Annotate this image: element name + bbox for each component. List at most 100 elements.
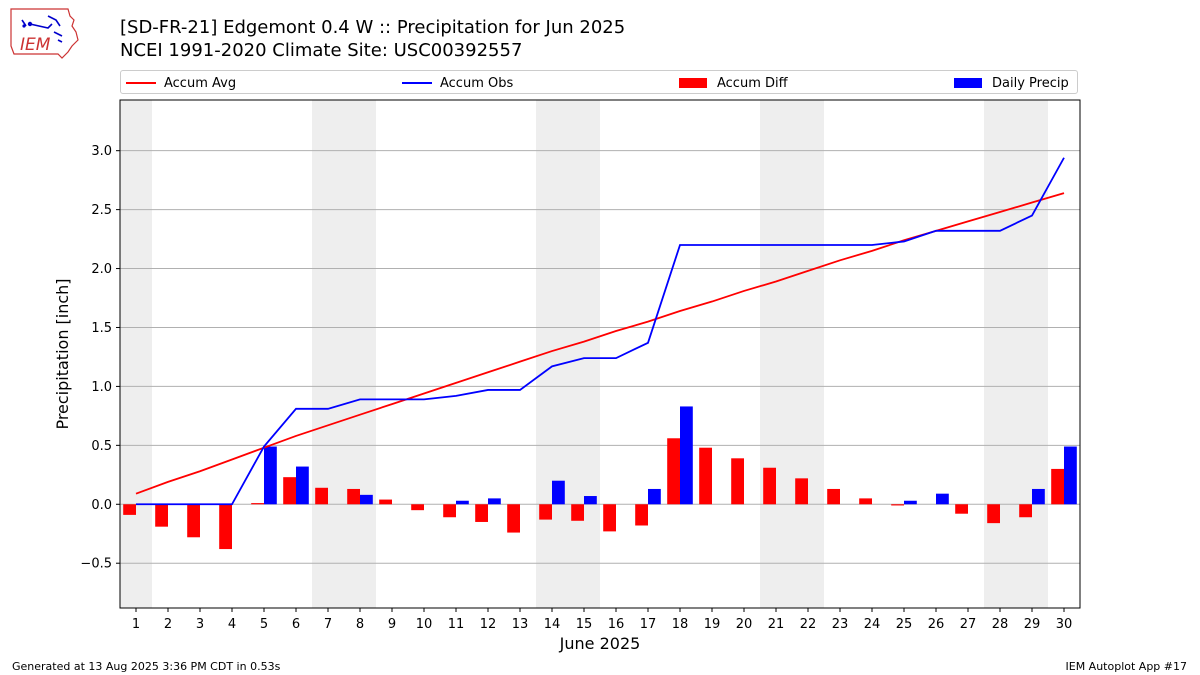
x-tick-label: 4	[228, 617, 236, 632]
accum-diff-bar	[1019, 504, 1032, 518]
x-tick-label: 16	[608, 617, 625, 632]
x-tick-label: 15	[576, 617, 593, 632]
accum-diff-bar	[699, 447, 712, 505]
logo-text: IEM	[20, 35, 51, 55]
x-axis-label: June 2025	[559, 634, 641, 653]
daily-precip-bar	[552, 480, 565, 505]
accum-diff-bar	[443, 504, 456, 518]
x-tick-label: 7	[324, 617, 332, 632]
y-tick-label: 2.5	[91, 203, 112, 218]
accum-avg-line	[135, 192, 1065, 495]
x-tick-label: 2	[164, 617, 172, 632]
daily-precip-bar	[264, 446, 277, 505]
accum-diff-bar	[635, 504, 648, 526]
accum-diff-bar	[123, 504, 136, 515]
accum-diff-bar	[603, 504, 616, 532]
legend-swatch-daily-precip	[954, 78, 982, 88]
daily-precip-bar	[1032, 488, 1045, 505]
legend-label-daily-precip: Daily Precip	[992, 75, 1069, 91]
chart-subtitle: NCEI 1991-2020 Climate Site: USC00392557	[120, 40, 523, 61]
accum-diff-bar	[347, 488, 360, 505]
y-tick-label: 1.0	[91, 380, 112, 395]
y-tick-label: 1.5	[91, 321, 112, 336]
app-credit: IEM Autoplot App #17	[1065, 660, 1188, 673]
legend-item-accum-diff: Accum Diff	[679, 74, 788, 92]
y-tick-label: 0.5	[91, 439, 112, 454]
iem-logo: IEM	[10, 8, 79, 59]
legend-label-accum-avg: Accum Avg	[164, 75, 237, 91]
legend-swatch-accum-diff	[679, 78, 707, 88]
legend-label-accum-obs: Accum Obs	[440, 75, 514, 91]
x-tick-label: 17	[640, 617, 657, 632]
x-tick-label: 14	[544, 617, 561, 632]
accum-diff-bar	[763, 467, 776, 505]
chart-title: [SD-FR-21] Edgemont 0.4 W :: Precipitati…	[120, 17, 626, 38]
daily-precip-bar	[456, 500, 469, 505]
accum-diff-bar	[315, 487, 328, 505]
legend-item-daily-precip: Daily Precip	[954, 74, 1069, 92]
plot-frame	[119, 99, 1081, 609]
y-tick-label: 2.0	[91, 262, 112, 277]
accum-obs-line	[136, 157, 1065, 506]
x-tick-label: 28	[992, 617, 1009, 632]
x-tick-label: 29	[1024, 617, 1041, 632]
weekend-shade-day-8	[344, 100, 376, 608]
legend: Accum Avg Accum Obs Accum Diff Daily Pre…	[120, 70, 1078, 94]
accum-diff-bar	[571, 504, 584, 521]
weekend-shade-day-28	[984, 100, 1016, 608]
daily-precip-bar	[680, 406, 693, 505]
accum-diff-bar	[187, 504, 200, 538]
accum-diff-bar	[219, 504, 232, 550]
x-tick-label: 9	[388, 617, 396, 632]
accum-diff-bar	[155, 504, 168, 527]
x-tick-label: 12	[480, 617, 497, 632]
daily-precip-bar	[296, 466, 309, 505]
y-tick-label: −0.5	[80, 557, 112, 572]
weekend-shade-day-1	[120, 100, 152, 608]
x-tick-label: 22	[800, 617, 817, 632]
legend-swatch-accum-obs	[402, 82, 432, 84]
daily-precip-bar	[584, 496, 597, 505]
daily-precip-bar	[648, 488, 661, 505]
legend-swatch-accum-avg	[126, 82, 156, 84]
weekend-shade-day-29	[1016, 100, 1048, 608]
daily-precip-bar	[936, 493, 949, 505]
accum-diff-bar	[859, 498, 872, 505]
x-tick-label: 1	[132, 617, 140, 632]
x-tick-label: 30	[1056, 617, 1073, 632]
weekend-shade-day-22	[792, 100, 824, 608]
y-tick-label: 3.0	[91, 144, 112, 159]
y-axis-label: Precipitation [inch]	[53, 278, 72, 429]
accum-diff-bar	[507, 504, 520, 533]
x-tick-label: 19	[704, 617, 721, 632]
daily-precip-bar	[360, 494, 373, 505]
x-tick-label: 10	[416, 617, 433, 632]
accum-diff-bar	[283, 477, 296, 505]
daily-precip-bar	[488, 498, 501, 505]
accum-diff-bar	[987, 504, 1000, 524]
x-tick-label: 25	[896, 617, 913, 632]
accum-diff-bar	[891, 504, 904, 506]
accum-diff-bar	[251, 503, 264, 505]
legend-label-accum-diff: Accum Diff	[717, 75, 788, 91]
legend-item-accum-obs: Accum Obs	[402, 74, 513, 92]
x-tick-label: 8	[356, 617, 364, 632]
y-tick-label: 0.0	[91, 498, 112, 513]
daily-precip-bar	[1064, 446, 1077, 505]
accum-diff-bar	[475, 504, 488, 522]
weekend-shade-day-15	[568, 100, 600, 608]
accum-diff-bar	[379, 499, 392, 505]
x-tick-label: 5	[260, 617, 268, 632]
accum-diff-bar	[411, 504, 424, 511]
x-tick-label: 26	[928, 617, 945, 632]
weekend-shade-day-7	[312, 100, 344, 608]
accum-diff-bar	[795, 478, 808, 505]
daily-precip-bar	[904, 500, 917, 505]
x-tick-label: 3	[196, 617, 204, 632]
weekend-shade-day-21	[760, 100, 792, 608]
x-tick-label: 6	[292, 617, 300, 632]
x-tick-label: 18	[672, 617, 689, 632]
x-tick-label: 27	[960, 617, 977, 632]
x-tick-label: 21	[768, 617, 785, 632]
